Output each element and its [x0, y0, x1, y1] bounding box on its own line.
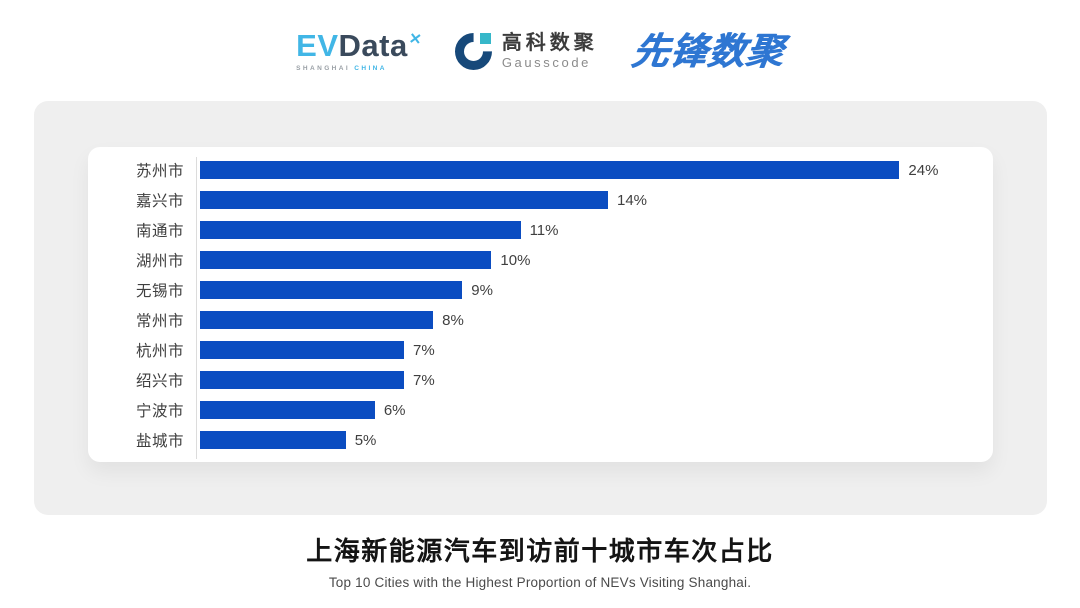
- bar: [200, 251, 492, 269]
- bar-track: 9%: [196, 275, 993, 305]
- bar: [200, 311, 434, 329]
- bar-track: 6%: [196, 395, 993, 425]
- chart-title: 上海新能源汽车到访前十城市车次占比: [306, 536, 774, 566]
- bar: [200, 281, 463, 299]
- chart-row: 南通市 11%: [88, 215, 993, 245]
- category-label: 苏州市: [135, 163, 184, 180]
- evdata-shanghai-text: SHANGHAI: [296, 65, 351, 72]
- category-label: 嘉兴市: [135, 193, 184, 210]
- evdata-ev-text: EV: [296, 28, 339, 63]
- category-label: 湖州市: [135, 253, 184, 270]
- bar: [200, 221, 521, 239]
- chart-row: 绍兴市 7%: [88, 365, 993, 395]
- value-label: 8%: [442, 311, 464, 329]
- header-logos: EVData✕ SHANGHAI CHINA 高科数聚 Gausscode 先锋…: [0, 20, 1080, 82]
- chart-row: 湖州市 10%: [88, 245, 993, 275]
- chart-row: 嘉兴市 14%: [88, 185, 993, 215]
- bar-track: 5%: [196, 425, 993, 455]
- bar: [200, 191, 608, 209]
- value-label: 5%: [354, 431, 377, 449]
- value-label: 10%: [500, 251, 531, 269]
- bar: [200, 341, 404, 359]
- bar: [200, 371, 404, 389]
- chart-subtitle: Top 10 Cities with the Highest Proportio…: [328, 575, 752, 590]
- bar: [200, 401, 375, 419]
- chart-row: 宁波市 6%: [88, 395, 993, 425]
- value-label: 7%: [412, 371, 435, 389]
- bar-track: 10%: [196, 245, 993, 275]
- chart-row: 苏州市 24%: [88, 155, 993, 185]
- category-label: 盐城市: [135, 433, 184, 450]
- value-label: 24%: [908, 161, 939, 179]
- evdata-subtext: SHANGHAI CHINA: [296, 65, 387, 72]
- bar-track: 7%: [196, 335, 993, 365]
- chart-row: 无锡市 9%: [88, 275, 993, 305]
- gausscode-en-text: Gausscode: [501, 55, 591, 70]
- bar: [200, 161, 900, 179]
- value-label: 14%: [616, 191, 648, 209]
- value-label: 11%: [529, 221, 559, 239]
- gausscode-wordmark: 高科数聚 Gausscode: [502, 32, 598, 70]
- gausscode-g-icon: [447, 24, 500, 78]
- evdata-spark-icon: ✕: [407, 30, 423, 49]
- value-label: 6%: [383, 401, 406, 419]
- chart-panel: 苏州市 24% 嘉兴市 14% 南通市 11% 湖州市 10% 无锡市 9%: [34, 101, 1047, 515]
- value-label: 7%: [412, 341, 435, 359]
- caption: 上海新能源汽车到访前十城市车次占比 Top 10 Cities with the…: [0, 531, 1080, 590]
- gausscode-cn-text: 高科数聚: [501, 32, 598, 54]
- category-label: 宁波市: [135, 403, 184, 420]
- bar-chart: 苏州市 24% 嘉兴市 14% 南通市 11% 湖州市 10% 无锡市 9%: [88, 155, 993, 459]
- bar: [200, 431, 346, 449]
- bar-track: 11%: [196, 215, 993, 245]
- chart-row: 盐城市 5%: [88, 425, 993, 455]
- bar-track: 24%: [196, 155, 993, 185]
- category-label: 常州市: [135, 313, 184, 330]
- evdata-logo: EVData✕ SHANGHAI CHINA: [296, 28, 423, 72]
- evdata-data-text: Data: [338, 28, 408, 63]
- category-label: 杭州市: [135, 343, 184, 360]
- bar-track: 14%: [196, 185, 993, 215]
- chart-card: 苏州市 24% 嘉兴市 14% 南通市 11% 湖州市 10% 无锡市 9%: [88, 147, 993, 462]
- chart-row: 常州市 8%: [88, 305, 993, 335]
- value-label: 9%: [471, 281, 493, 299]
- bar-track: 8%: [196, 305, 993, 335]
- evdata-china-text: CHINA: [354, 65, 387, 72]
- gausscode-ring-icon: [447, 24, 500, 78]
- category-label: 无锡市: [135, 283, 184, 300]
- category-label: 绍兴市: [135, 373, 184, 390]
- chart-row: 杭州市 7%: [88, 335, 993, 365]
- gausscode-square-icon: [479, 32, 491, 44]
- bar-track: 7%: [196, 365, 993, 395]
- category-label: 南通市: [135, 223, 184, 240]
- xianfeng-shuju-logo: 先锋数聚: [628, 30, 787, 72]
- gausscode-logo: 高科数聚 Gausscode: [447, 24, 598, 78]
- evdata-wordmark: EVData✕: [296, 28, 423, 63]
